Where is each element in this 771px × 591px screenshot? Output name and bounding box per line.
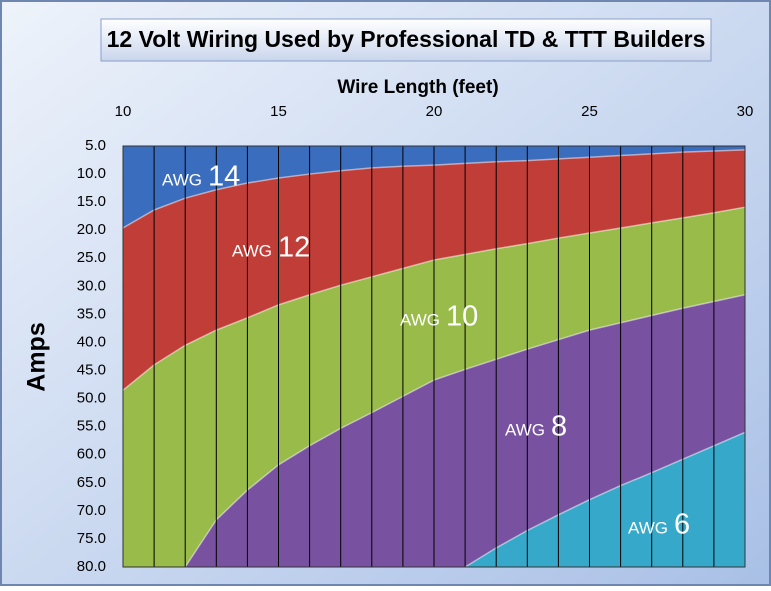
y-tick-label: 15.0	[77, 193, 106, 210]
y-tick-label: 60.0	[77, 446, 106, 463]
y-tick-label: 40.0	[77, 333, 106, 350]
plot-border	[122, 145, 746, 568]
area-edge	[464, 431, 746, 568]
band-label: AWG	[162, 170, 202, 189]
band-label: AWG	[628, 518, 668, 537]
x-tick-label: 30	[737, 103, 754, 120]
band-label: AWG	[232, 241, 272, 260]
y-tick-label: 25.0	[77, 249, 106, 266]
area-band	[465, 432, 745, 567]
x-tick-label: 20	[426, 103, 443, 120]
y-tick-label: 70.0	[77, 502, 106, 519]
band-gauge: 10	[446, 301, 478, 333]
y-axis-title: Amps	[23, 322, 51, 391]
y-tick-label: 80.0	[77, 558, 106, 575]
band-label: AWG	[505, 420, 545, 439]
band-gauge: 12	[278, 232, 310, 264]
y-tick-label: 35.0	[77, 305, 106, 322]
y-tick-label: 75.0	[77, 530, 106, 547]
y-tick-label: 30.0	[77, 277, 106, 294]
y-tick-label: 10.0	[77, 165, 106, 182]
y-tick-label: 45.0	[77, 362, 106, 379]
x-tick-label: 15	[270, 103, 287, 120]
y-tick-label: 20.0	[77, 221, 106, 238]
x-tick-label: 25	[581, 103, 598, 120]
x-tick-label: 10	[115, 103, 132, 120]
band-gauge: 14	[208, 161, 240, 193]
y-tick-label: 55.0	[77, 418, 106, 435]
band-gauge: 8	[551, 411, 567, 443]
y-tick-label: 50.0	[77, 390, 106, 407]
x-axis-title: Wire Length (feet)	[337, 77, 498, 98]
band-label: AWG	[400, 310, 440, 329]
band-gauge: 6	[674, 509, 690, 541]
chart-title: 12 Volt Wiring Used by Professional TD &…	[107, 26, 706, 52]
y-tick-label: 65.0	[77, 474, 106, 491]
y-tick-label: 5.0	[85, 137, 106, 154]
title-box	[100, 18, 712, 62]
